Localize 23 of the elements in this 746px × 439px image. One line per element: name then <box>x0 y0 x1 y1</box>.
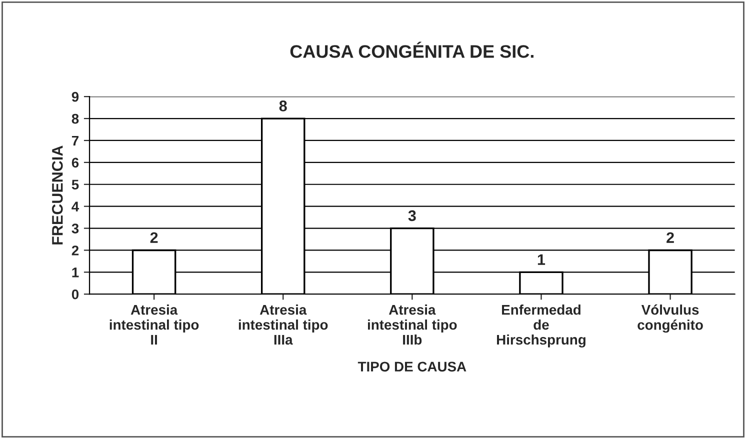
x-axis-title: TIPO DE CAUSA <box>358 362 466 372</box>
data-label: 2 <box>666 232 674 243</box>
y-tick-label: 0 <box>72 289 79 300</box>
chart-title: CAUSA CONGÉNITA DE SIC. <box>290 42 534 58</box>
data-label: 3 <box>408 210 416 222</box>
data-label: 8 <box>279 100 287 112</box>
data-label: 2 <box>150 232 158 243</box>
y-tick-label: 6 <box>72 158 79 168</box>
x-tick-label: Vólvulus congénito <box>638 304 703 333</box>
y-tick-label: 3 <box>72 224 79 234</box>
x-tick-label: Atresia intestinal tipo II <box>110 304 199 345</box>
y-tick-label: 8 <box>72 114 79 124</box>
y-tick-label: 4 <box>72 202 80 212</box>
x-tick-label: Enfermedad de Hirschsprung <box>497 304 586 348</box>
y-axis-title: FRECUENCIA <box>52 146 63 244</box>
y-tick-label: 5 <box>72 180 79 190</box>
data-label: 1 <box>538 254 546 265</box>
y-tick-label: 2 <box>72 246 79 256</box>
y-tick-label: 7 <box>72 136 78 146</box>
y-tick-label: 1 <box>72 268 79 278</box>
y-tick-label: 9 <box>72 92 79 102</box>
x-tick-label: Atresia intestinal tipo IIIb <box>368 304 457 345</box>
x-tick-label: Atresia intestinal tipo IIIa <box>238 304 328 345</box>
